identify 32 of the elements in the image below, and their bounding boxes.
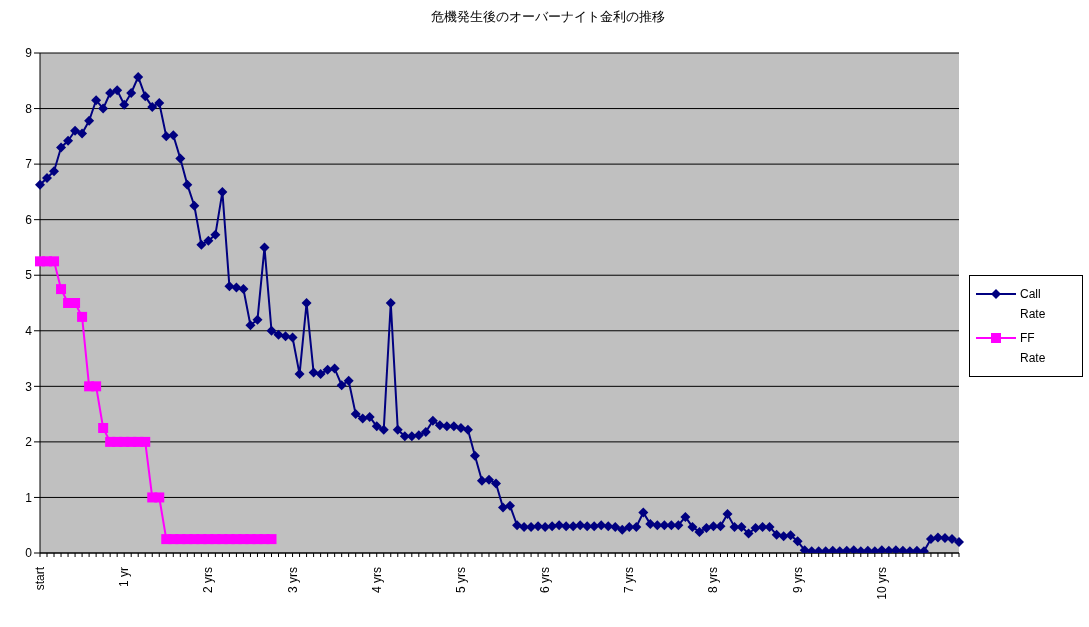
point [49, 256, 60, 267]
point [91, 381, 102, 392]
point [56, 284, 67, 295]
x-tick-label: 10 yrs [874, 567, 889, 600]
y-tick-label: 3 [25, 379, 33, 394]
point [77, 311, 88, 322]
legend-label: FF Rate [1020, 329, 1047, 367]
y-tick-label: 0 [25, 546, 33, 561]
y-tick-label: 4 [25, 324, 33, 339]
point [140, 436, 151, 447]
y-tick-label: 1 [25, 490, 33, 505]
x-tick-label: 6 yrs [538, 567, 553, 594]
x-tick-label: 2 yrs [201, 567, 216, 594]
x-tick-label: 7 yrs [622, 567, 637, 594]
x-tick-label: start [33, 566, 47, 591]
y-tick-label: 5 [25, 268, 33, 283]
point [98, 423, 109, 433]
x-tick-label: 1 yr [117, 567, 132, 588]
x-tick-label: 5 yrs [453, 567, 468, 594]
legend-label: Call Rate [1020, 285, 1047, 323]
point [266, 534, 277, 545]
x-tick-label: 9 yrs [790, 567, 805, 594]
x-tick-label: 3 yrs [285, 567, 300, 594]
y-tick-label: 8 [25, 101, 33, 116]
y-tick-label: 2 [25, 435, 33, 450]
y-tick-label: 7 [25, 157, 33, 172]
y-tick-label: 6 [25, 212, 33, 227]
x-tick-label: 8 yrs [706, 567, 721, 594]
x-tick-label: 4 yrs [369, 567, 384, 594]
point [154, 492, 165, 503]
chart-title: 危機発生後のオーバーナイト金利の推移 [430, 8, 666, 26]
y-tick-label: 9 [25, 46, 33, 61]
